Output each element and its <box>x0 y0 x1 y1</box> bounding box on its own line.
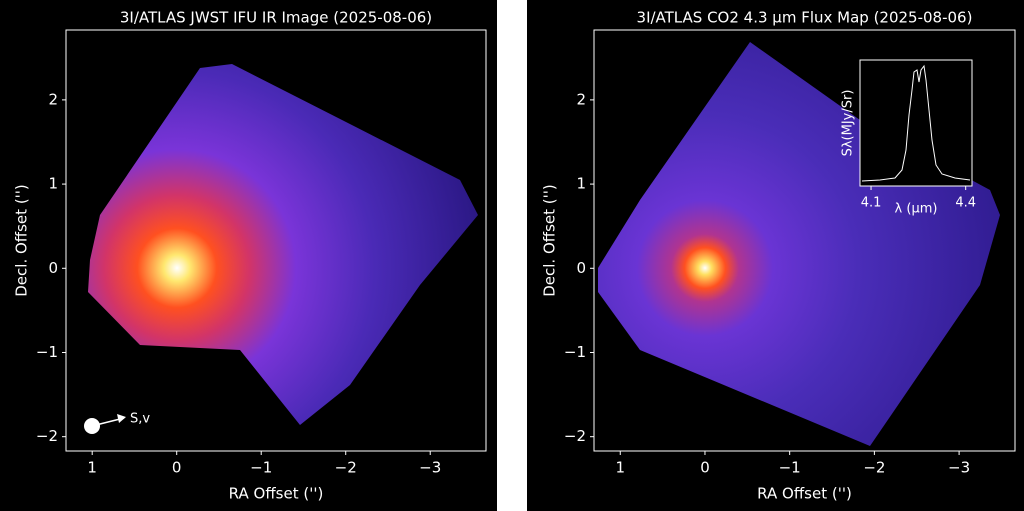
chart-title: 3I/ATLAS CO2 4.3 μm Flux Map (2025-08-06… <box>637 9 973 27</box>
axes-frame <box>65 29 487 452</box>
y-tick-label: −1 <box>36 343 58 361</box>
y-axis-label: Decl. Offset ('') <box>541 184 559 297</box>
x-axis-label: RA Offset ('') <box>229 485 324 503</box>
y-tick-label: 0 <box>576 259 586 277</box>
x-tick-label: 1 <box>87 459 97 477</box>
axes-frame <box>593 29 1016 452</box>
y-tick-label: −2 <box>564 427 586 445</box>
x-tick-label: −2 <box>335 459 357 477</box>
y-tick-label: −2 <box>36 427 58 445</box>
y-axis-label: Decl. Offset ('') <box>13 184 31 297</box>
x-tick-label: 4.4 <box>955 196 976 211</box>
x-tick-label: −1 <box>779 459 801 477</box>
x-tick-label: 0 <box>172 459 182 477</box>
y-tick-label: 2 <box>48 90 58 108</box>
x-axis-label: RA Offset ('') <box>757 485 852 503</box>
x-tick-label: −1 <box>250 459 272 477</box>
x-tick-label: −3 <box>948 459 970 477</box>
y-tick-label: 2 <box>576 90 586 108</box>
y-tick-label: 1 <box>48 175 58 193</box>
x-tick-label: −2 <box>863 459 885 477</box>
y-tick-label: −1 <box>564 343 586 361</box>
y-tick-label: 0 <box>48 259 58 277</box>
x-tick-label: 0 <box>700 459 710 477</box>
annotation: S,v <box>130 412 150 427</box>
y-axis-label: Sλ(MJy/Sr) <box>841 90 856 157</box>
x-tick-label: 4.1 <box>861 196 882 211</box>
arrowhead <box>117 414 126 423</box>
ir-image <box>88 64 478 425</box>
y-tick-label: 1 <box>576 175 586 193</box>
inset-spectrum <box>861 64 971 182</box>
x-tick-label: −3 <box>419 459 441 477</box>
inset-frame <box>859 59 973 187</box>
x-axis-label: λ (μm) <box>895 202 938 217</box>
x-tick-label: 1 <box>615 459 625 477</box>
chart-title: 3I/ATLAS JWST IFU IR Image (2025-08-06) <box>120 9 432 27</box>
